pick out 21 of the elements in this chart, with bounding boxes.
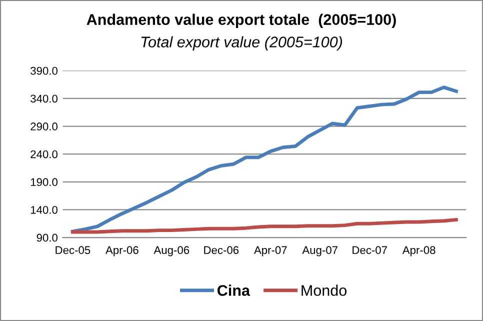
x-tick-label: Aug-07 xyxy=(302,246,338,256)
legend-label: Cina xyxy=(218,284,250,296)
chart-title: Andamento value export totale (2005=100) xyxy=(86,14,396,28)
x-tick-label: Aug-06 xyxy=(154,246,190,256)
y-tick-label: 240.0 xyxy=(30,150,58,158)
x-tick-label: Apr-06 xyxy=(106,246,138,256)
chart-subtitle: Total export value (2005=100) xyxy=(141,36,342,50)
x-tick-label: Dec-05 xyxy=(56,246,90,254)
y-tick-label: 290.0 xyxy=(30,122,58,130)
y-tick-label: 140.0 xyxy=(30,206,58,214)
y-tick-label: 340.0 xyxy=(30,94,58,103)
line-series xyxy=(70,86,458,234)
y-tick-label: 90.0 xyxy=(36,234,58,242)
y-tick-label: 190.0 xyxy=(30,178,58,186)
y-tick-label: 390.0 xyxy=(30,66,58,75)
x-tick-label: Apr-08 xyxy=(402,246,436,256)
x-tick-label: Dec-07 xyxy=(352,246,387,254)
line-series xyxy=(70,218,458,234)
legend-label: Mondo xyxy=(302,284,346,296)
x-tick-label: Apr-07 xyxy=(254,246,287,256)
x-tick-label: Dec-06 xyxy=(204,246,239,254)
